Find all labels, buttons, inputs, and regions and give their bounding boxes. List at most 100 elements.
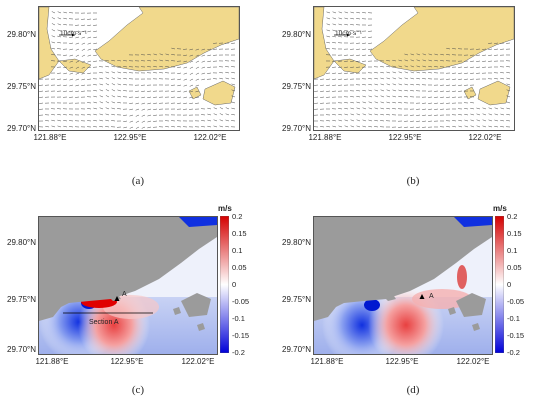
current-arrow	[189, 78, 194, 81]
current-arrow	[105, 83, 110, 86]
current-arrow	[452, 84, 457, 86]
current-arrow	[129, 102, 134, 104]
island	[384, 293, 396, 301]
current-arrow	[338, 108, 343, 110]
current-arrow	[392, 59, 397, 62]
colorbar-tick: 0.15	[232, 229, 247, 238]
current-arrow	[326, 29, 331, 32]
current-arrow	[81, 84, 86, 86]
colorbar-tick: 0.05	[232, 263, 247, 272]
current-arrow	[314, 96, 319, 98]
current-arrow	[416, 77, 421, 80]
current-arrow	[69, 66, 74, 69]
scale-arrow-head	[347, 33, 350, 37]
current-arrow	[368, 83, 373, 86]
current-arrow	[231, 83, 236, 86]
current-arrow	[195, 90, 200, 93]
current-arrow	[392, 83, 397, 86]
current-arrow	[326, 90, 331, 92]
current-arrow	[332, 35, 337, 38]
current-arrow	[69, 84, 74, 87]
current-arrow	[428, 102, 433, 104]
current-arrow	[225, 113, 230, 116]
current-arrow	[350, 125, 355, 128]
current-arrow	[506, 101, 511, 104]
current-arrow	[189, 84, 194, 87]
current-arrow	[428, 72, 433, 74]
current-arrow	[123, 90, 128, 92]
north-jet	[179, 217, 217, 227]
island	[181, 293, 211, 317]
current-arrow	[63, 90, 68, 92]
current-arrow	[380, 113, 385, 116]
current-arrow	[93, 84, 98, 86]
point-label: A	[122, 291, 127, 298]
current-arrow	[428, 114, 433, 116]
current-arrow	[201, 48, 206, 51]
current-arrow	[386, 95, 391, 98]
y-tick-label: 29.70°N	[7, 124, 36, 133]
current-arrow	[320, 126, 325, 128]
current-arrow	[99, 113, 104, 116]
current-arrow	[338, 36, 343, 38]
current-arrow	[350, 24, 355, 26]
colorbar-tick: -0.2	[232, 348, 245, 357]
current-arrow	[111, 71, 116, 74]
current-arrow	[177, 126, 182, 128]
current-arrow	[213, 113, 218, 116]
current-arrow	[488, 54, 493, 56]
x-tick-label: 121.88°E	[33, 133, 67, 142]
current-arrow	[500, 126, 505, 128]
current-arrow	[147, 96, 152, 99]
current-arrow	[506, 113, 511, 116]
island	[448, 307, 456, 315]
current-arrow	[464, 66, 469, 68]
y-tick-label: 29.75°N	[7, 82, 36, 91]
current-arrow	[398, 59, 403, 62]
current-arrow	[332, 72, 337, 74]
current-arrow	[231, 107, 236, 110]
current-arrow	[111, 89, 116, 92]
current-arrow	[428, 108, 433, 110]
current-arrow	[111, 101, 116, 104]
current-arrow	[356, 54, 361, 56]
current-arrow	[75, 78, 80, 81]
current-arrow	[201, 54, 206, 57]
current-arrow	[135, 126, 140, 129]
current-arrow	[201, 78, 206, 81]
current-arrow	[135, 90, 140, 92]
current-arrow	[386, 65, 391, 68]
current-arrow	[476, 54, 481, 56]
current-arrow	[338, 66, 343, 68]
current-arrow	[99, 72, 104, 74]
current-arrow	[231, 71, 236, 74]
current-arrow	[93, 89, 98, 92]
current-arrow	[380, 89, 385, 92]
x-tick-label: 122.95°E	[385, 357, 419, 366]
current-arrow	[147, 102, 152, 105]
current-arrow	[153, 59, 158, 62]
current-arrow	[338, 11, 343, 14]
current-arrow	[57, 29, 62, 32]
land-mass	[39, 217, 217, 321]
current-arrow	[440, 90, 445, 92]
current-arrow	[506, 71, 511, 74]
current-arrow	[99, 83, 104, 86]
current-arrow	[105, 89, 110, 92]
current-arrow	[368, 95, 373, 98]
panel-caption: (c)	[131, 384, 145, 396]
island	[188, 86, 202, 100]
current-arrow	[165, 59, 170, 62]
current-arrow	[326, 35, 331, 38]
current-arrow	[494, 119, 499, 122]
current-arrow	[404, 65, 409, 68]
current-arrow	[39, 90, 44, 92]
current-arrow	[476, 119, 481, 122]
current-arrow	[416, 126, 421, 128]
island	[173, 307, 181, 315]
current-arrow	[416, 114, 421, 116]
current-arrow	[392, 108, 397, 110]
current-arrow	[356, 90, 361, 92]
current-arrow	[87, 24, 92, 26]
current-arrow	[458, 72, 463, 74]
